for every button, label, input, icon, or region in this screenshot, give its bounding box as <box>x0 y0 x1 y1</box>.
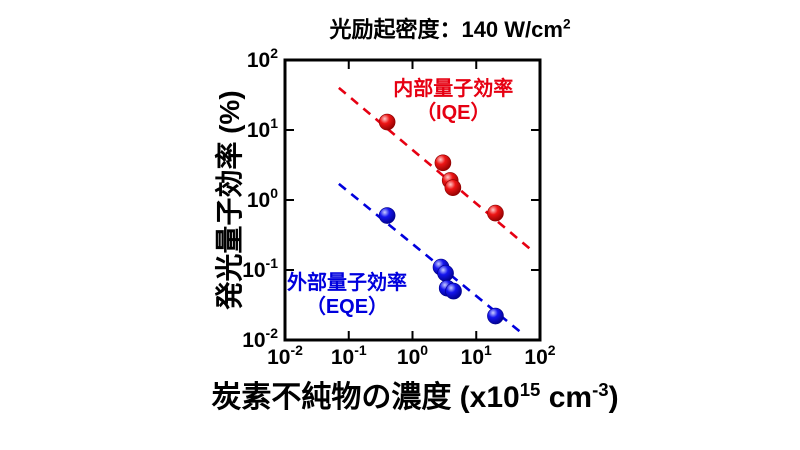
y-axis-label-text: 発光量子効率 (%) <box>214 90 245 310</box>
iqe-trendline <box>338 86 531 250</box>
iqe-series-label: （IQE） <box>416 101 490 124</box>
y-axis-label: 発光量子効率 (%) <box>208 0 245 430</box>
x-tick-label: 10-1 <box>331 342 367 369</box>
x-tick-label: 100 <box>397 342 428 369</box>
x-tick-label: 101 <box>461 342 492 369</box>
eqe-data-point <box>378 207 396 224</box>
eqe-data-point <box>437 264 454 282</box>
y-tick-label: 10-1 <box>242 255 278 282</box>
y-tick-label: 10-2 <box>242 325 278 352</box>
eqe-series-label: （EQE） <box>306 295 388 318</box>
eqe-series-label: 外部量子効率 <box>287 270 407 294</box>
iqe-data-point <box>444 179 462 196</box>
x-tick-label: 10-2 <box>267 342 303 369</box>
y-tick-label: 102 <box>247 45 278 72</box>
chart-title-text: 光励起密度：140 W/cm2 <box>329 16 571 42</box>
iqe-data-point <box>434 154 452 172</box>
x-tick-label: 102 <box>524 342 555 369</box>
iqe-data-point <box>378 113 396 131</box>
iqe-series-label: 内部量子効率 <box>393 76 513 100</box>
eqe-data-point <box>445 282 462 300</box>
chart-title: 光励起密度：140 W/cm2 <box>285 12 615 44</box>
x-axis-label: 炭素不純物の濃度 (x1015 cm-3) <box>15 372 800 416</box>
iqe-data-point <box>487 204 504 222</box>
x-axis-label-text: 炭素不純物の濃度 (x1015 cm-3) <box>211 379 619 414</box>
eqe-data-point <box>487 307 504 325</box>
y-tick-label: 100 <box>247 185 278 212</box>
y-tick-label: 101 <box>247 115 278 142</box>
